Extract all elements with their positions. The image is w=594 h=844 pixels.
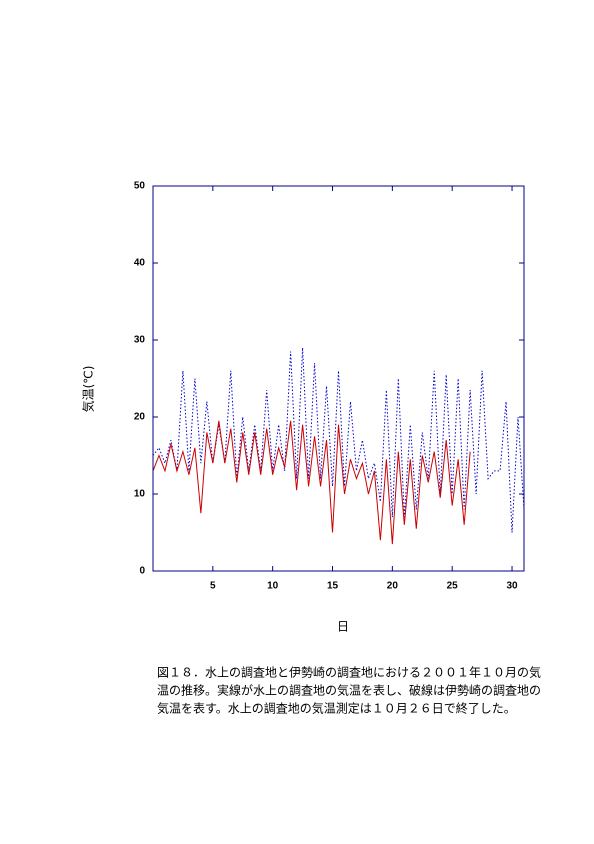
x-tick-label: 25 [447,581,459,592]
y-tick-label: 10 [134,489,146,500]
x-tick-label: 5 [210,581,216,592]
plot-frame [152,185,525,572]
y-tick-label: 50 [134,181,146,192]
x-axis-label: 日 [337,620,349,634]
y-tick-label: 0 [139,566,145,577]
y-tick-label: 30 [134,335,146,346]
x-tick-label: 20 [387,581,399,592]
x-tick-label: 10 [267,581,279,592]
x-tick-label: 30 [506,581,518,592]
caption-line: 気温を表す。水上の調査地の気温測定は１０月２６日で終了した。 [157,701,516,716]
x-tick-label: 15 [327,581,339,592]
series-line [152,420,471,545]
y-tick-label: 20 [134,412,146,423]
caption-line: 温の推移。実線が水上の調査地の気温を表し、破線は伊勢崎の調査地の [157,683,541,698]
caption-line: 図１８．水上の調査地と伊勢崎の調査地における２００１年１０月の気 [157,665,541,680]
y-axis-label: 気温(℃) [81,366,96,413]
y-tick-label: 40 [134,258,146,269]
